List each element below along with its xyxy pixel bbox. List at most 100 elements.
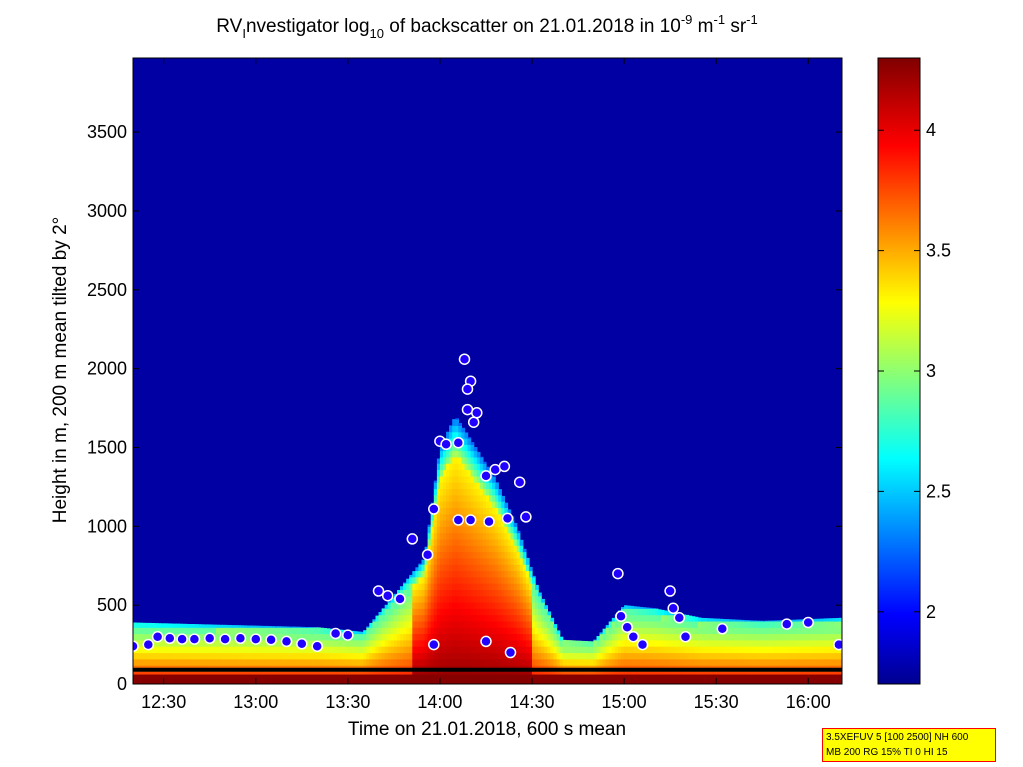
heatmap-cell — [369, 639, 373, 647]
heatmap-cell — [789, 619, 794, 622]
heatmap-cell — [826, 652, 831, 660]
heatmap-cell — [519, 633, 524, 641]
heatmap-cell — [335, 646, 340, 654]
heatmap-cell — [166, 658, 171, 666]
heatmap-cell — [605, 625, 610, 628]
heatmap-cell — [516, 620, 521, 628]
heatmap-cell — [354, 639, 358, 647]
heatmap-cell — [424, 614, 429, 622]
heatmap-cell — [446, 564, 450, 572]
heatmap-cell — [452, 431, 456, 439]
chart-title: RVInvestigator log10 of backscatter on 2… — [216, 12, 757, 41]
heatmap-cell — [547, 639, 552, 647]
heatmap-cell — [421, 652, 426, 660]
heatmap-cell — [510, 576, 515, 584]
heatmap-cell — [274, 646, 278, 654]
heatmap-cell — [749, 652, 754, 660]
heatmap-cell — [777, 633, 782, 641]
heatmap-cell — [381, 608, 386, 616]
heatmap-cell — [449, 570, 453, 578]
heatmap-cell — [596, 639, 601, 647]
heatmap-cell — [461, 614, 466, 622]
heatmap-cell — [458, 501, 462, 508]
heatmap-cell — [532, 575, 536, 578]
heatmap-cell — [406, 620, 410, 628]
heatmap-cell — [433, 513, 438, 521]
heatmap-cell — [446, 520, 450, 527]
heatmap-cell — [249, 658, 254, 666]
heatmap-cell — [707, 618, 711, 622]
heatmap-cell — [317, 627, 321, 635]
heatmap-cell — [455, 570, 459, 578]
heatmap-cell — [142, 658, 146, 666]
heatmap-cell — [194, 627, 199, 635]
heatmap-cell — [418, 633, 423, 641]
heatmap-cell — [707, 646, 711, 654]
heatmap-cell — [501, 576, 505, 584]
heatmap-cell — [522, 583, 527, 590]
heatmap-cell — [528, 627, 533, 635]
heatmap-cell — [415, 627, 420, 635]
heatmap-cell — [258, 625, 263, 628]
heatmap-cell — [525, 646, 530, 654]
heatmap-cell — [719, 658, 723, 666]
heatmap-cell — [525, 608, 530, 616]
heatmap-cell — [835, 620, 840, 628]
heatmap-cell — [335, 652, 340, 660]
heatmap-cell — [470, 532, 475, 540]
heatmap-cell — [458, 620, 462, 628]
cloud-base-marker — [513, 476, 526, 488]
heatmap-cell — [624, 608, 628, 616]
heatmap-cell — [439, 602, 444, 609]
heatmap-cell — [479, 576, 484, 584]
heatmap-cell — [452, 419, 456, 426]
heatmap-cell — [455, 425, 459, 433]
heatmap-cell — [231, 625, 235, 628]
heatmap-cell — [820, 639, 825, 647]
heatmap-cell — [780, 658, 785, 666]
heatmap-cell — [510, 620, 515, 628]
heatmap-cell — [295, 627, 300, 635]
x-tick-label: 13:30 — [325, 692, 370, 712]
heatmap-cell — [820, 658, 825, 666]
heatmap-cell — [292, 646, 297, 654]
heatmap-cell — [528, 608, 533, 616]
heatmap-cell — [464, 438, 469, 445]
heatmap-cell — [430, 545, 435, 553]
heatmap-cell — [406, 608, 410, 616]
heatmap-cell — [418, 563, 423, 565]
heatmap-cell — [212, 627, 217, 635]
cloud-base-marker — [428, 503, 440, 515]
heatmap-cell — [535, 608, 539, 616]
heatmap-cell — [817, 620, 822, 628]
heatmap-cell — [482, 507, 487, 515]
heatmap-cell — [495, 658, 499, 666]
heatmap-cell — [492, 589, 496, 597]
heatmap-cell — [452, 450, 456, 458]
cloud-base-marker — [151, 630, 164, 643]
heatmap-cell — [510, 532, 515, 540]
heatmap-cell — [274, 627, 278, 635]
heatmap-cell — [298, 633, 303, 641]
heatmap-cell — [525, 633, 530, 641]
heatmap-cell — [476, 646, 481, 654]
heatmap-cell — [811, 627, 815, 635]
heatmap-cell — [716, 633, 720, 641]
heatmap-cell — [740, 639, 745, 647]
heatmap-cell — [510, 608, 515, 616]
heatmap-cell — [458, 507, 462, 515]
heatmap-cell — [479, 520, 484, 527]
heatmap-cell — [725, 639, 730, 647]
heatmap-cell — [357, 639, 361, 647]
heatmap-cell — [473, 595, 478, 603]
heatmap-cell — [513, 538, 518, 546]
heatmap-cell — [446, 507, 450, 515]
heatmap-cell — [489, 494, 493, 502]
heatmap-cell — [443, 564, 447, 572]
heatmap-cell — [148, 622, 152, 628]
x-tick-label: 15:00 — [602, 692, 647, 712]
heatmap-cell — [182, 658, 186, 666]
heatmap-cell — [617, 620, 622, 628]
heatmap-cell — [228, 646, 232, 654]
